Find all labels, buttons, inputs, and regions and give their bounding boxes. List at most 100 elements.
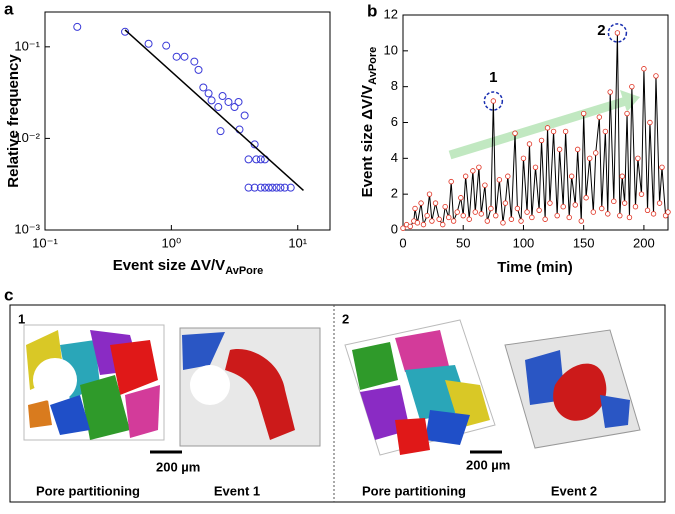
scatter-point: [280, 183, 289, 192]
y-tick-label: 12: [384, 6, 398, 21]
data-point: [580, 110, 587, 117]
data-point: [476, 164, 482, 170]
axis-label-subscript: AvPore: [367, 47, 379, 85]
scatter-point: [204, 89, 213, 98]
data-point: [493, 212, 499, 219]
axis-label-text: Event size ΔV/V: [113, 257, 226, 274]
scatter-point: [194, 65, 203, 74]
plot-frame: [402, 14, 669, 231]
data-point: [470, 168, 476, 174]
data-point: [656, 200, 663, 206]
y-tick-label: 4: [391, 150, 398, 165]
scatter-point: [224, 97, 233, 106]
data-point: [650, 211, 657, 217]
panel-c: 1 2: [9, 304, 666, 503]
panel-label: c: [4, 285, 13, 304]
caption: Pore partitioning: [36, 483, 140, 498]
data-point: [566, 214, 572, 221]
data-point: [641, 66, 647, 72]
scatter-point: [260, 155, 269, 164]
data-point: [420, 221, 427, 228]
data-point: [526, 141, 533, 147]
scatter-point: [234, 97, 243, 106]
data-point: [450, 218, 457, 224]
data-point: [418, 200, 424, 206]
caption: Pore partitioning: [362, 483, 466, 498]
scatter-point: [230, 103, 239, 112]
y-tick-label: 6: [391, 114, 398, 129]
scatter-point: [214, 103, 223, 112]
data-point: [500, 220, 506, 226]
data-point: [644, 207, 651, 213]
data-point: [544, 125, 551, 131]
y-tick-label: 8: [391, 78, 398, 93]
data-point: [562, 128, 569, 135]
scatter-point: [172, 52, 181, 61]
scatter-point: [144, 39, 153, 48]
data-point: [607, 89, 613, 95]
data-point: [635, 155, 641, 162]
data-point: [414, 220, 421, 226]
plot-frame: [44, 11, 331, 231]
data-point: [647, 119, 653, 126]
scatter-point: [256, 155, 265, 164]
data-point: [583, 195, 589, 201]
data-point: [432, 200, 439, 206]
scatter-point: [121, 27, 130, 36]
x-tick-label: 200: [633, 235, 655, 250]
data-point: [512, 130, 518, 136]
y-tick-label: 10⁻³: [14, 221, 40, 236]
annotation: 1: [489, 69, 497, 86]
x-axis-label: Time (min): [497, 259, 573, 276]
scatter-point: [256, 183, 265, 192]
x-tick-label: 10¹: [288, 235, 307, 250]
data-point: [629, 83, 635, 90]
annotation: 2: [597, 22, 605, 39]
x-tick-label: 10⁻¹: [32, 235, 58, 250]
data-point: [568, 173, 575, 179]
data-point: [488, 205, 494, 212]
data-point: [662, 212, 669, 219]
x-axis-label: Event size ΔV/VAvPore: [113, 257, 264, 277]
scatter-point: [244, 155, 253, 164]
data-point: [532, 164, 539, 170]
scatter-point: [207, 96, 216, 105]
y-tick-label: 10⁻¹: [14, 38, 40, 53]
scatter-point: [244, 183, 253, 192]
caption: Event 2: [551, 483, 597, 498]
render-image: [504, 329, 641, 449]
highlight-circle: [483, 91, 504, 111]
data-point: [587, 155, 593, 162]
render-image: [23, 324, 165, 441]
scatter-point: [250, 140, 259, 149]
data-point: [407, 223, 413, 230]
section-number: 2: [342, 311, 349, 326]
data-point: [478, 211, 484, 217]
data-point: [412, 205, 418, 212]
scatter-point: [162, 41, 171, 50]
data-point: [538, 137, 545, 144]
scatter-point: [272, 183, 281, 192]
data-point: [514, 205, 521, 212]
data-point: [602, 128, 609, 135]
caption: Event 1: [214, 483, 260, 498]
data-point: [578, 218, 584, 224]
data-point: [448, 178, 454, 185]
data-point: [572, 202, 578, 208]
data-point: [426, 191, 433, 197]
data-point: [619, 173, 625, 179]
scatter-point: [264, 183, 273, 192]
axis-label-text: Time (min): [497, 259, 573, 276]
data-point: [593, 150, 599, 156]
data-point: [400, 225, 406, 231]
scatter-point: [252, 155, 261, 164]
data-point: [617, 212, 623, 219]
data-point: [590, 209, 597, 215]
y-tick-label: 10⁻²: [14, 130, 40, 145]
data-point: [621, 200, 628, 206]
panel-label: b: [367, 1, 377, 20]
panel-label: a: [4, 0, 14, 18]
x-tick-label: 10⁰: [162, 235, 182, 250]
data-point: [599, 205, 605, 212]
data-point: [536, 207, 542, 213]
